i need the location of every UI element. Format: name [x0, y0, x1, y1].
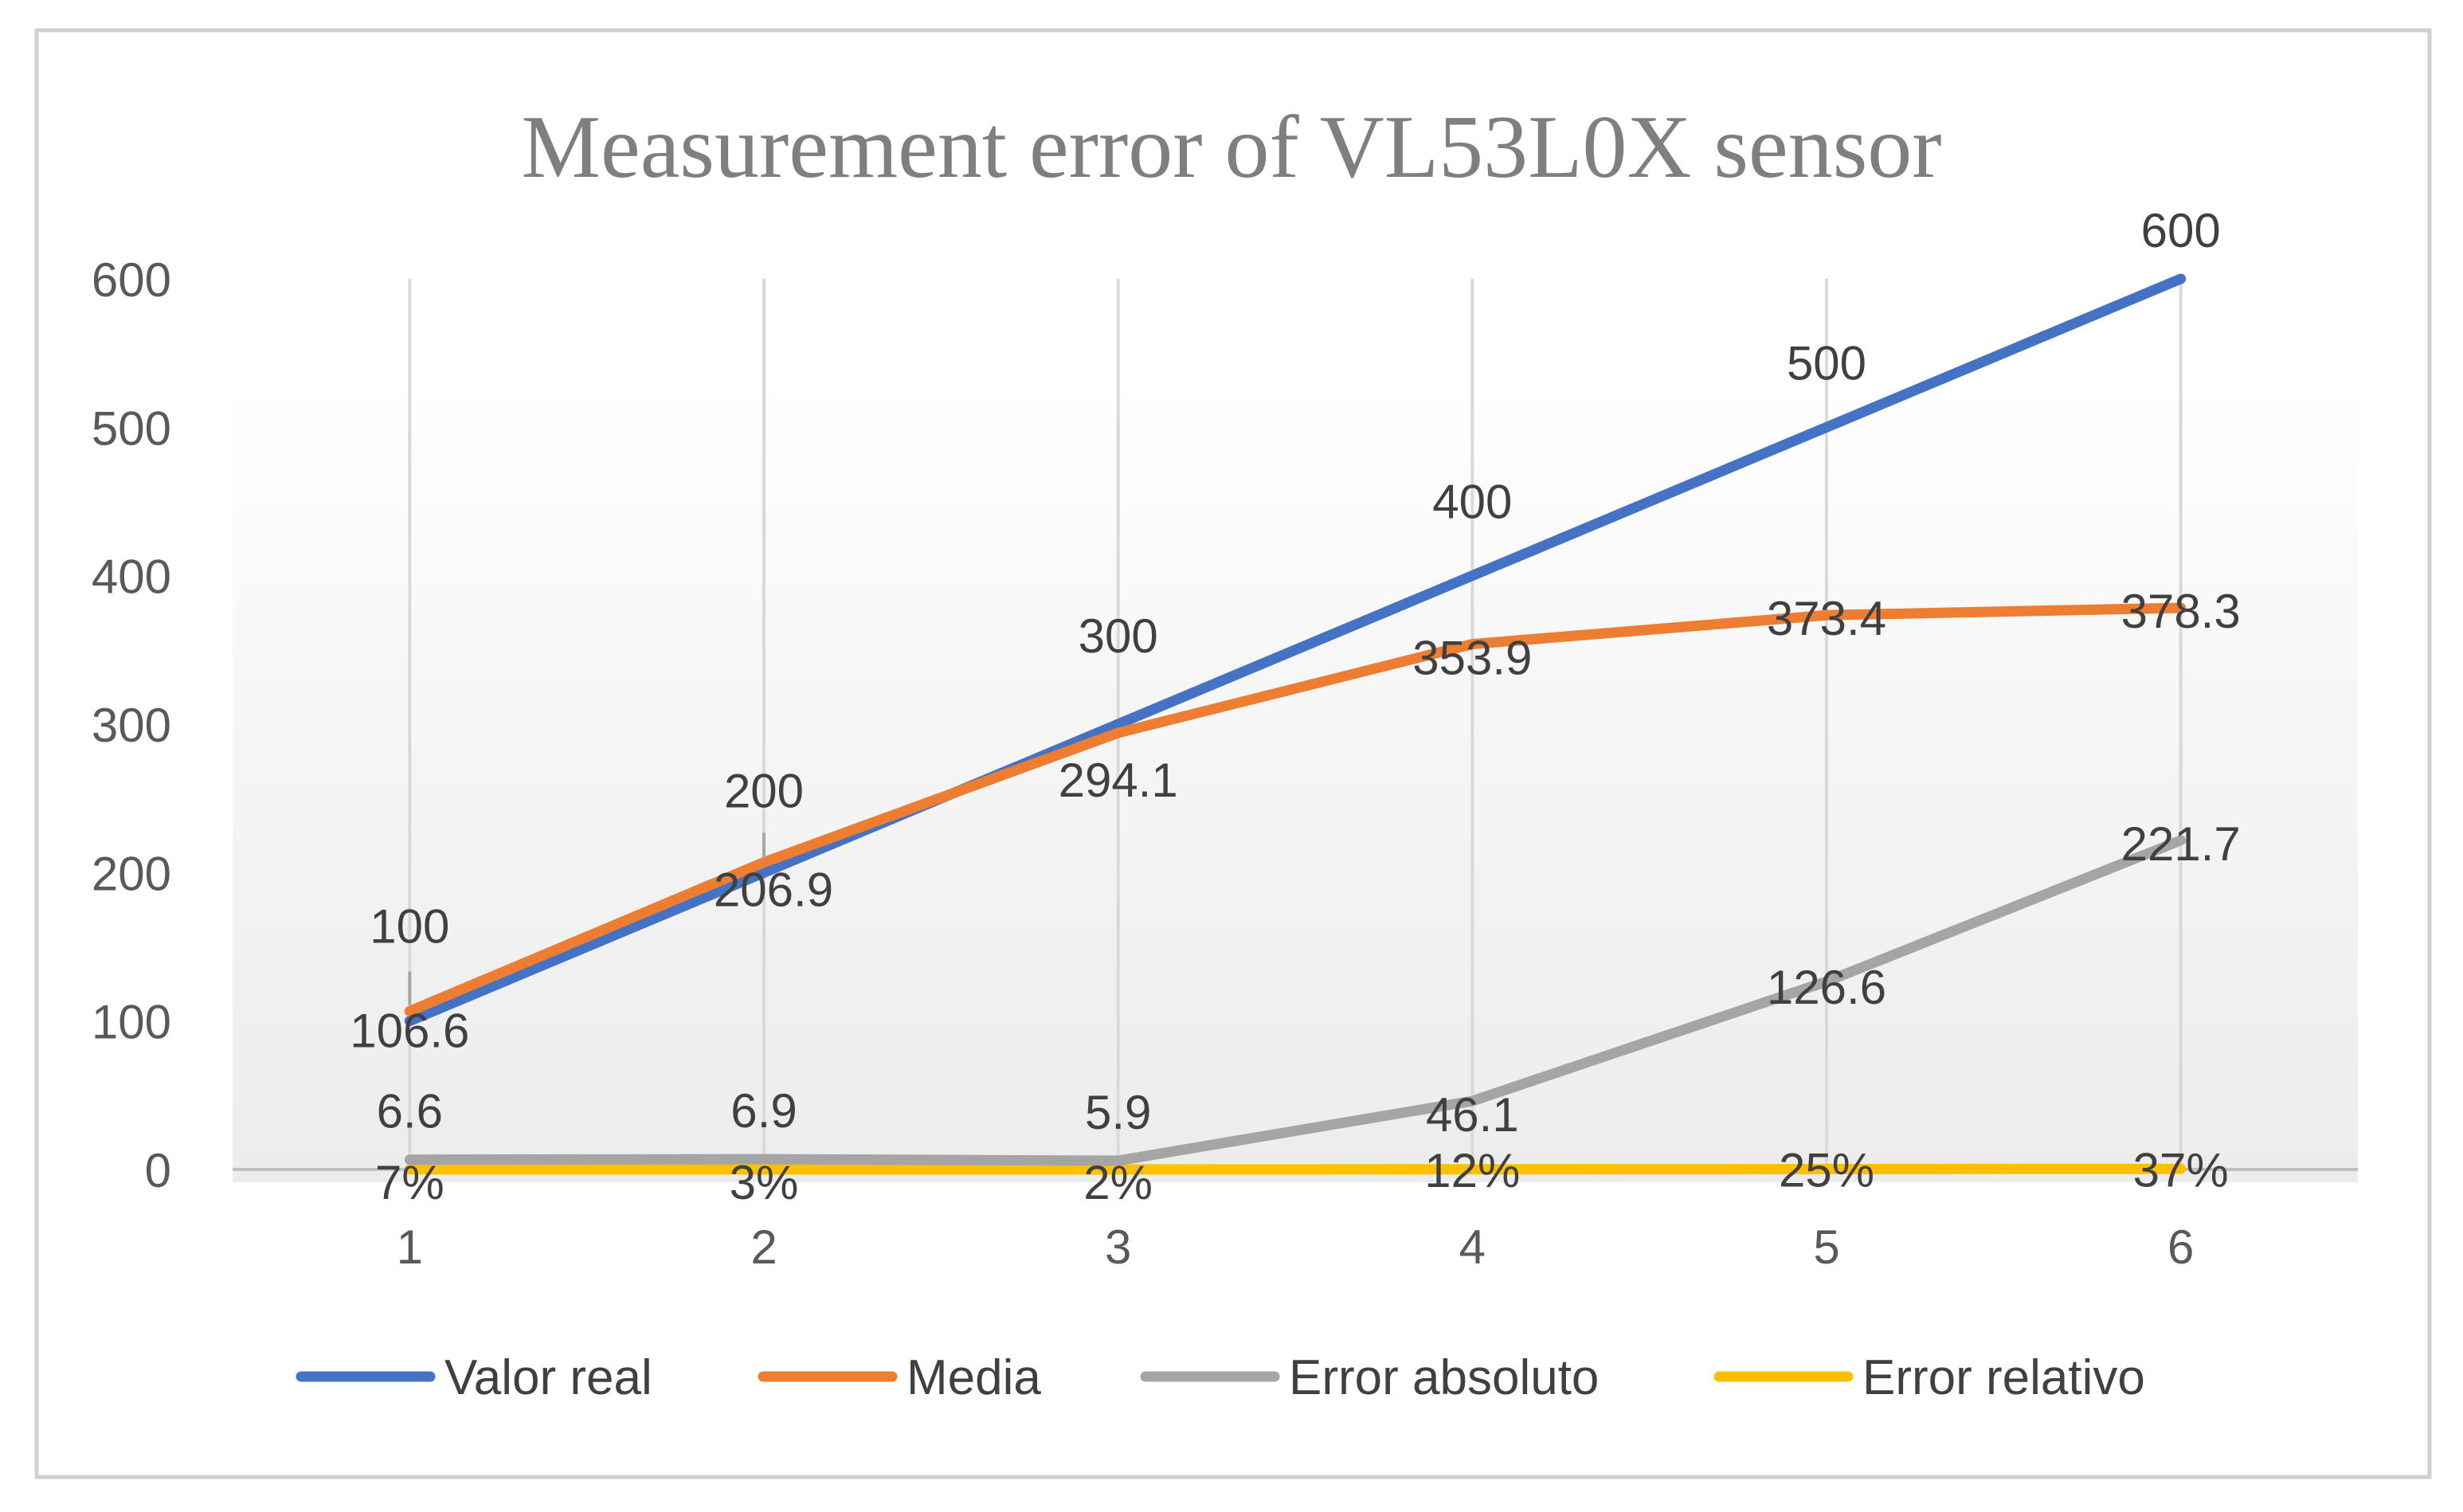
- chart-title: Measurement error of VL53L0X sensor: [521, 98, 1941, 197]
- y-tick-label: 500: [92, 402, 171, 455]
- data-label: 100: [370, 900, 449, 954]
- y-tick-label: 300: [92, 699, 171, 752]
- data-label: 12%: [1424, 1144, 1520, 1197]
- data-label: 106.6: [350, 1004, 469, 1057]
- x-tick-label: 2: [750, 1220, 777, 1274]
- y-tick-label: 100: [92, 996, 171, 1049]
- series-line-media: [404, 602, 2187, 1016]
- legend: Valor real Media Error absoluto Error relat…: [296, 1350, 2145, 1405]
- y-tick-label: 400: [92, 550, 171, 604]
- data-label: 7%: [375, 1156, 444, 1209]
- x-tick-label: 3: [1105, 1220, 1131, 1274]
- data-label: 3%: [730, 1156, 799, 1209]
- data-label: 2%: [1083, 1156, 1153, 1209]
- data-label: 6.9: [730, 1084, 797, 1138]
- data-label: 6.6: [377, 1085, 443, 1138]
- data-label: 5.9: [1085, 1086, 1151, 1139]
- y-axis-tick-labels: 0 100 200 300 400 500 600: [92, 253, 171, 1197]
- legend-label: Error absoluto: [1289, 1350, 1599, 1405]
- data-label: 353.9: [1412, 632, 1532, 685]
- x-tick-label: 6: [2167, 1220, 2194, 1274]
- data-label: 300: [1079, 609, 1158, 663]
- x-tick-label: 4: [1459, 1220, 1486, 1274]
- plot-area-background: [233, 384, 2358, 1182]
- series-line-error-absoluto: [404, 835, 2187, 1166]
- data-label: 378.3: [2121, 585, 2241, 638]
- data-label: 294.1: [1059, 754, 1178, 807]
- data-label: 400: [1432, 476, 1512, 529]
- legend-label: Error relativo: [1862, 1350, 2145, 1405]
- series-lines: [404, 273, 2187, 1175]
- data-label: 500: [1787, 336, 1866, 390]
- data-label: 221.7: [2121, 817, 2241, 871]
- series-line-valor-real: [404, 273, 2187, 1027]
- data-label: 600: [2141, 204, 2221, 257]
- y-tick-label: 0: [145, 1144, 171, 1197]
- data-label: 206.9: [714, 863, 833, 916]
- y-tick-label: 600: [92, 253, 171, 307]
- data-label: 373.4: [1767, 592, 1886, 645]
- data-label: 37%: [2133, 1143, 2229, 1197]
- x-tick-label: 1: [397, 1220, 423, 1274]
- x-tick-label: 5: [1813, 1220, 1839, 1274]
- y-tick-label: 200: [92, 847, 171, 900]
- data-label: 25%: [1779, 1144, 1874, 1197]
- legend-label: Media: [906, 1350, 1041, 1405]
- data-label: 46.1: [1426, 1088, 1519, 1142]
- legend-label: Valor real: [444, 1350, 652, 1405]
- data-labels: 100 200 300 400 500 600 106.6 206.9 294.1 353.9 37…: [350, 204, 2240, 1209]
- x-axis-tick-labels: 1 2 3 4 5 6: [397, 1220, 2195, 1274]
- data-label: 200: [724, 764, 804, 817]
- data-label: 126.6: [1767, 961, 1886, 1014]
